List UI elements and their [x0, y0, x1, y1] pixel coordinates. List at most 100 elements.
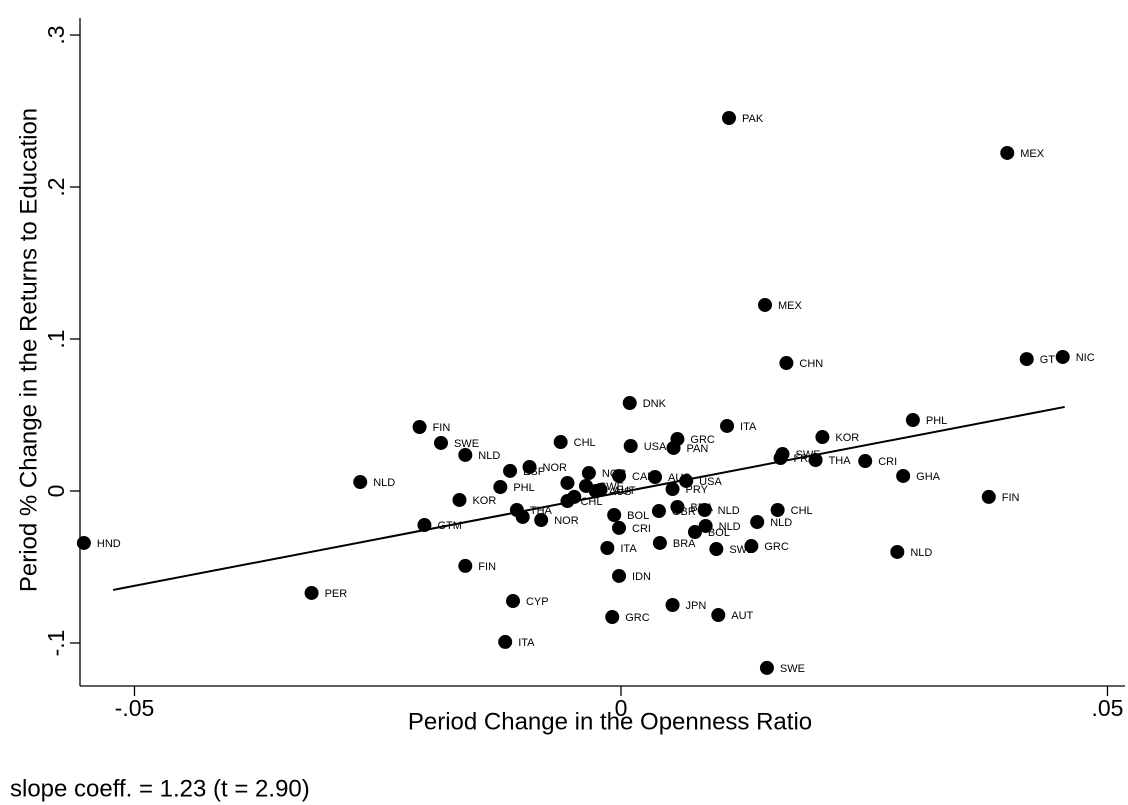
- point-label: NLD: [373, 477, 395, 489]
- point-label: FIN: [433, 422, 451, 434]
- point: [1019, 352, 1034, 367]
- point-label: GTM: [437, 520, 461, 532]
- point: [652, 535, 667, 550]
- point-label: ITA: [740, 421, 757, 433]
- point-label: CHN: [799, 358, 823, 370]
- point-label: AUS: [609, 486, 632, 498]
- point: [417, 518, 432, 533]
- x-tick-label: .05: [1091, 695, 1123, 721]
- point: [515, 509, 530, 524]
- point: [605, 609, 620, 624]
- point: [581, 466, 596, 481]
- point-label: CRI: [878, 456, 897, 468]
- point: [665, 597, 680, 612]
- point: [858, 454, 873, 469]
- point-label: AUT: [614, 485, 636, 497]
- point: [670, 499, 685, 514]
- point: [651, 504, 666, 519]
- point: [720, 418, 735, 433]
- point-label: ITA: [518, 637, 535, 649]
- point: [304, 585, 319, 600]
- point-label: CHL: [574, 437, 596, 449]
- point: [76, 535, 91, 550]
- point: [1000, 145, 1015, 160]
- point-label: NLD: [718, 505, 740, 517]
- point: [896, 468, 911, 483]
- point-label: NIC: [1076, 352, 1095, 364]
- point: [1055, 349, 1070, 364]
- point-label: ESP: [523, 466, 545, 478]
- point-label: CHL: [580, 496, 602, 508]
- point: [648, 470, 663, 485]
- x-tick-label: 0: [615, 695, 628, 721]
- point-label: BOL: [627, 510, 649, 522]
- point-label: CYP: [526, 596, 549, 608]
- point-label: PHL: [926, 415, 947, 427]
- point-label: GRC: [625, 612, 650, 624]
- annotation: slope coeff. = 1.23 (t = 2.90): [10, 775, 310, 802]
- point: [612, 520, 627, 535]
- point: [687, 525, 702, 540]
- point: [697, 502, 712, 517]
- point: [808, 452, 823, 467]
- point-label: PAK: [742, 113, 764, 125]
- point-label: NLD: [770, 517, 792, 529]
- point: [679, 473, 694, 488]
- point-label: FIN: [478, 561, 496, 573]
- point: [773, 451, 788, 466]
- point-label: SWE: [780, 663, 805, 675]
- point-label: USA: [644, 441, 667, 453]
- point: [666, 440, 681, 455]
- y-tick-label: .1: [43, 329, 69, 348]
- point-label: BOL: [708, 527, 730, 539]
- point-label: BRA: [673, 538, 696, 550]
- point: [759, 660, 774, 675]
- point-label: NLD: [719, 521, 741, 533]
- point: [779, 356, 794, 371]
- point-label: HND: [97, 538, 121, 550]
- y-tick-label: .3: [43, 25, 69, 44]
- point-label: SWE: [454, 438, 479, 450]
- point: [623, 439, 638, 454]
- point-label: KOR: [472, 495, 496, 507]
- point: [493, 480, 508, 495]
- point: [522, 459, 537, 474]
- point: [750, 515, 765, 530]
- point-label: CHL: [791, 505, 813, 517]
- point: [560, 475, 575, 490]
- point: [890, 544, 905, 559]
- point-label: GT: [1040, 354, 1056, 366]
- point-label: PRY: [686, 484, 709, 496]
- point: [815, 430, 830, 445]
- point-label: NLD: [910, 547, 932, 559]
- point-label: DNK: [643, 398, 667, 410]
- point-label: NLD: [478, 450, 500, 462]
- point-label: IDN: [632, 571, 651, 583]
- point: [698, 518, 713, 533]
- point: [505, 594, 520, 609]
- point: [433, 435, 448, 450]
- point-label: PHL: [513, 482, 534, 494]
- point: [665, 482, 680, 497]
- point-label: JPN: [686, 600, 707, 612]
- point-label: GRC: [764, 541, 789, 553]
- point-label: NOR: [554, 515, 579, 527]
- x-tick-label: -.05: [115, 695, 155, 721]
- point-label: CRI: [632, 523, 651, 535]
- point-label: PAN: [687, 443, 709, 455]
- point-label: FIN: [1002, 492, 1020, 504]
- point: [553, 435, 568, 450]
- point-label: THA: [829, 455, 852, 467]
- point: [622, 395, 637, 410]
- point-label: KOR: [835, 432, 859, 444]
- point: [612, 568, 627, 583]
- point: [353, 475, 368, 490]
- point: [503, 463, 518, 478]
- point: [612, 468, 627, 483]
- fit-line: [112, 405, 1065, 591]
- y-tick-label: .2: [43, 177, 69, 196]
- y-tick-label: -.1: [43, 630, 69, 657]
- y-axis-title: Period % Change in the Returns to Educat…: [15, 108, 42, 592]
- point: [452, 492, 467, 507]
